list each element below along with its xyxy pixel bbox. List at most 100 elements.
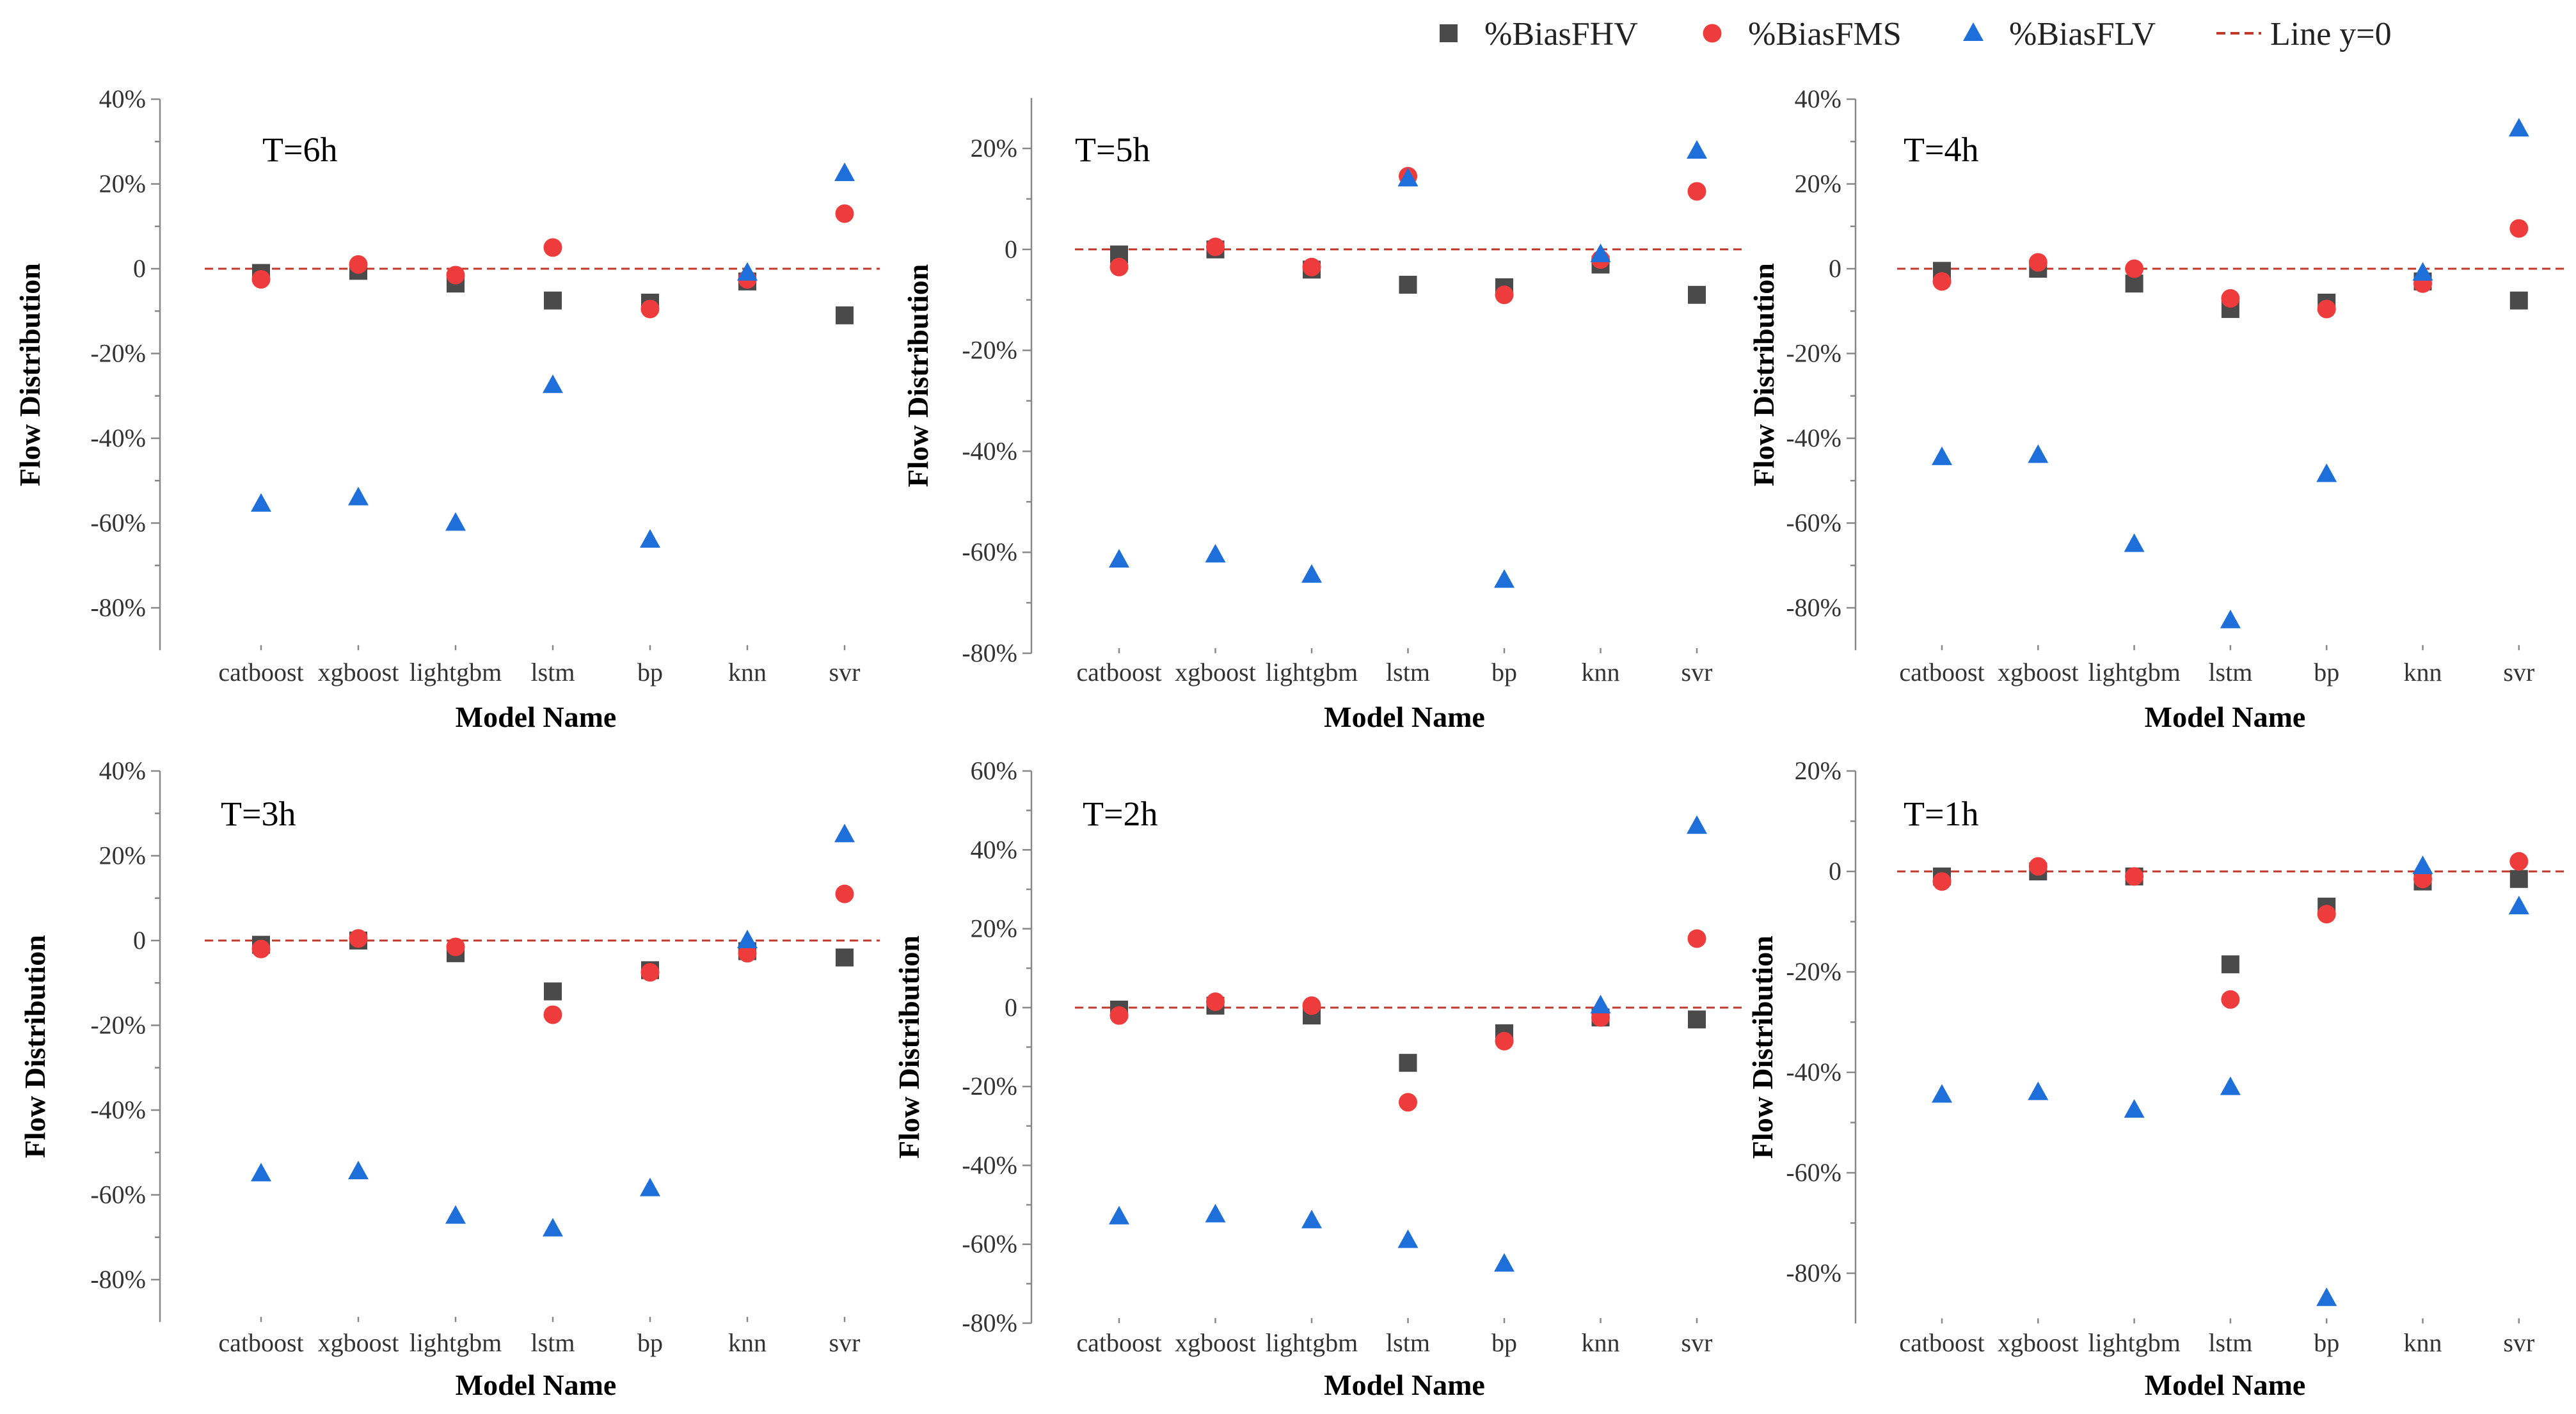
y-tick-label: -20% — [962, 1072, 1017, 1100]
point-biasflv-lstm — [543, 1218, 563, 1237]
panels: 40% 20% 0 -20% -40% -60% -80% catboost xgboost li… — [13, 84, 2566, 1401]
point-biasflv-bp — [1494, 569, 1515, 588]
legend-label: %BiasFLV — [2009, 16, 2156, 52]
panel-label: T=3h — [221, 795, 296, 833]
point-biasflv-lightgbm — [1301, 1209, 1322, 1228]
x-tick-label-catboost: catboost — [1076, 658, 1161, 687]
panel-t-3h: 40% 20% 0 -20% -40% -60% -80% catboost xgboost li… — [19, 756, 880, 1401]
point-biasfhv-lstm — [544, 982, 562, 1001]
y-tick-label: 20% — [971, 134, 1017, 163]
y-tick-label: -20% — [90, 1011, 146, 1040]
point-biasflv-knn — [1590, 994, 1611, 1013]
point-biasflv-catboost — [251, 1163, 271, 1182]
point-biasflv-bp — [640, 1177, 660, 1196]
series-biasflv — [251, 823, 855, 1237]
series-biasflv — [251, 162, 855, 548]
y-tick-label: 20% — [971, 914, 1017, 943]
point-biasflv-bp — [2316, 463, 2337, 482]
series-biasfms — [251, 884, 854, 1024]
y-tick-label: -60% — [962, 537, 1017, 566]
point-biasfms-lightgbm — [1302, 996, 1321, 1015]
legend: %BiasFHV %BiasFMS %BiasFLV Line y=0 — [1440, 16, 2392, 52]
x-tick-label-xgboost: xgboost — [1175, 1328, 1256, 1357]
series-biasflv — [1109, 139, 1707, 588]
y-tick-label: -40% — [962, 1150, 1017, 1179]
x-tick-labels: catboost xgboost lightgbm lstm bp knn svr — [1899, 645, 2534, 687]
point-biasflv-svr — [2508, 895, 2529, 914]
point-biasflv-xgboost — [2028, 444, 2049, 463]
data-points — [1932, 118, 2529, 628]
point-biasfhv-lstm — [1399, 276, 1417, 294]
series-biasflv — [1932, 855, 2529, 1307]
point-biasfms-svr — [1687, 929, 1706, 948]
x-tick-label-svr: svr — [829, 1328, 861, 1357]
point-biasflv-svr — [2508, 118, 2529, 137]
legend-marker-square — [1440, 24, 1458, 42]
y-tick-label: 0 — [133, 926, 146, 955]
x-tick-label-svr: svr — [1682, 658, 1713, 687]
y-axis-title: Flow Distribution — [902, 264, 934, 488]
point-biasfms-lstm — [543, 238, 562, 257]
point-biasflv-xgboost — [1205, 544, 1226, 563]
point-biasflv-knn — [2412, 855, 2433, 875]
point-biasfms-lstm — [543, 1005, 562, 1024]
x-tick-label-knn: knn — [2404, 658, 2442, 687]
x-tick-label-knn: knn — [1582, 658, 1620, 687]
x-tick-label-xgboost: xgboost — [1998, 1328, 2079, 1357]
x-tick-label-lstm: lstm — [1386, 1328, 1430, 1357]
point-biasfms-lstm — [2221, 990, 2240, 1009]
y-tick-label: -60% — [1786, 1158, 1841, 1187]
series-biasfhv — [1933, 862, 2528, 974]
x-tick-label-bp: bp — [2314, 1328, 2339, 1357]
x-tick-label-bp: bp — [1491, 1328, 1517, 1357]
x-tick-label-catboost: catboost — [218, 1328, 303, 1357]
legend-marker-triangle — [1963, 22, 1984, 41]
panel-label: T=1h — [1904, 795, 1978, 833]
legend-item-line-y-0: Line y=0 — [2216, 16, 2392, 52]
point-biasflv-catboost — [1109, 549, 1129, 568]
point-biasflv-catboost — [1109, 1205, 1129, 1225]
point-biasfms-bp — [640, 963, 660, 982]
data-points — [1109, 139, 1707, 588]
series-biasfms — [1932, 852, 2529, 1009]
point-biasfms-svr — [2509, 219, 2529, 238]
x-tick-labels: catboost xgboost lightgbm lstm bp knn svr — [218, 1317, 860, 1357]
x-tick-label-svr: svr — [829, 658, 861, 687]
series-biasfhv — [252, 932, 854, 1001]
point-biasflv-knn — [1590, 243, 1611, 262]
y-tick-label: -40% — [1786, 1058, 1841, 1086]
x-axis-title: Model Name — [456, 701, 617, 733]
x-tick-label-catboost: catboost — [218, 658, 303, 687]
y-tick-label: 0 — [1829, 857, 1841, 886]
panel-label: T=6h — [262, 131, 337, 169]
point-biasfms-xgboost — [349, 255, 368, 274]
y-tick-label: 0 — [1005, 993, 1017, 1022]
point-biasfms-bp — [1495, 285, 1514, 305]
point-biasfms-knn — [738, 944, 757, 963]
point-biasflv-knn — [737, 930, 758, 948]
y-tick-label: 0 — [1829, 254, 1841, 283]
x-axis-title: Model Name — [1324, 701, 1485, 733]
point-biasflv-xgboost — [348, 1161, 369, 1180]
legend-item-biasfhv: %BiasFHV — [1440, 16, 1638, 52]
y-axis-title: Flow Distribution — [13, 263, 46, 486]
x-tick-label-bp: bp — [1491, 658, 1517, 687]
point-biasflv-lstm — [1397, 168, 1419, 187]
point-biasfms-catboost — [1109, 1006, 1129, 1025]
x-tick-label-lstm: lstm — [2208, 1328, 2252, 1357]
x-axis-title: Model Name — [456, 1369, 617, 1401]
point-biasfhv-svr — [1688, 1010, 1706, 1029]
y-tick-label: -20% — [1786, 339, 1841, 368]
y-axis-ticks: 40% 20% 0 -20% -40% -60% -80% — [90, 84, 160, 622]
y-tick-label: 40% — [971, 835, 1017, 864]
y-axis-ticks: 20% 0 -20% -40% -60% -80% — [962, 134, 1031, 667]
x-tick-label-xgboost: xgboost — [1998, 658, 2079, 687]
x-tick-label-lightgbm: lightgbm — [409, 658, 502, 687]
x-tick-label-lightgbm: lightgbm — [1266, 658, 1358, 687]
point-biasflv-lightgbm — [2124, 1099, 2145, 1118]
legend-marker-circle — [1703, 24, 1722, 43]
point-biasfms-bp — [2317, 905, 2336, 924]
point-biasfms-catboost — [1932, 272, 1952, 291]
point-biasfms-lightgbm — [2125, 259, 2144, 278]
x-tick-label-svr: svr — [2503, 1328, 2534, 1357]
